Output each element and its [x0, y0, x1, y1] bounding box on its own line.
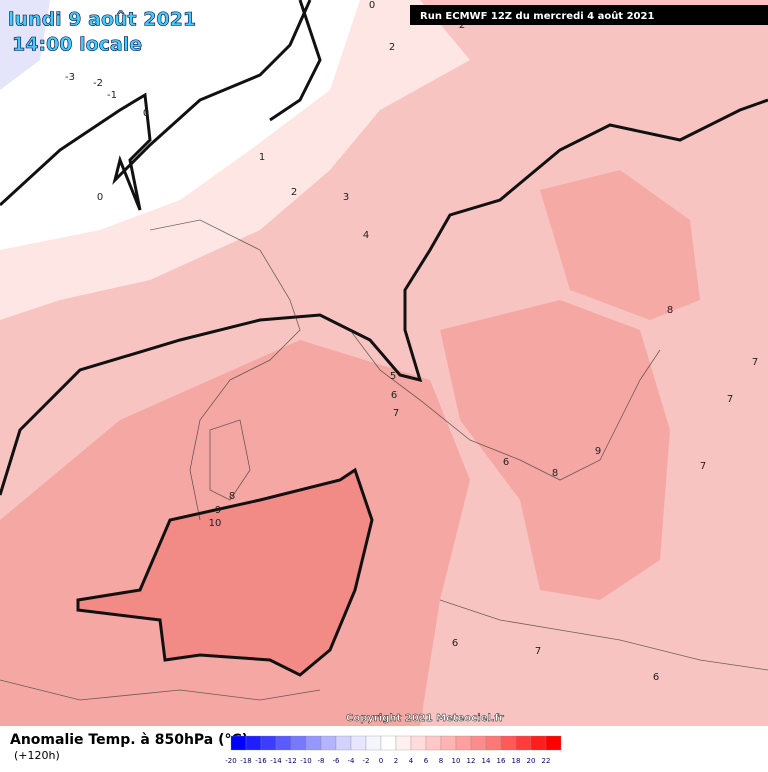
- scale-label: -10: [300, 757, 311, 765]
- scale-swatch: [455, 735, 472, 751]
- time-label: 14:00 locale: [12, 34, 142, 56]
- scale-swatch: [260, 735, 277, 751]
- scale-label: 8: [439, 757, 443, 765]
- scale-swatch: [515, 735, 532, 751]
- scale-label: 4: [409, 757, 414, 765]
- contour-label: 4: [363, 230, 369, 241]
- contour-label: 0: [369, 0, 375, 11]
- scale-label: -8: [318, 757, 325, 765]
- run-box: [410, 5, 768, 25]
- contour-label: 9: [595, 446, 601, 457]
- scale-swatch: [530, 735, 547, 751]
- contour-label: 7: [700, 461, 706, 472]
- scale-swatch: [365, 735, 382, 751]
- scale-swatch: [290, 735, 307, 751]
- contour-label: 1: [259, 152, 265, 163]
- contours: [0, 0, 768, 496]
- scale-swatch: [275, 735, 292, 751]
- scale-label: -12: [285, 757, 296, 765]
- contour-label: 8: [229, 491, 235, 502]
- color-scale: -20 -18 -16 -14 -12 -10 -8 -6 -4 -2 0 2 4 6 8 10 12 14 16 1…: [225, 735, 562, 765]
- contour-label: 7: [535, 646, 541, 657]
- scale-swatch: [500, 735, 517, 751]
- anomaly-zone: [0, 0, 360, 250]
- contour-label: 6: [653, 672, 659, 683]
- scale-swatch: [245, 735, 262, 751]
- run-label: Run ECMWF 12Z du mercredi 4 août 2021: [420, 10, 654, 22]
- scale-label: 6: [424, 757, 429, 765]
- contour-label: -1: [107, 90, 117, 101]
- scale-swatch: [230, 735, 247, 751]
- scale-label: -4: [348, 757, 356, 765]
- scale-label: 18: [512, 757, 521, 765]
- scale-swatch: [425, 735, 442, 751]
- anomaly-zone: [0, 0, 50, 90]
- scale-label: 10: [452, 757, 461, 765]
- scale-label: 0: [379, 757, 383, 765]
- contour-label: 5: [390, 371, 396, 382]
- anomaly-zone: [540, 170, 700, 320]
- anomaly-core: [76, 467, 374, 677]
- scale-label: 20: [527, 757, 536, 765]
- scale-swatch: [395, 735, 412, 751]
- scale-label: -2: [363, 757, 370, 765]
- scale-swatch: [485, 735, 502, 751]
- contour-label: 8: [667, 305, 673, 316]
- contour-label: 3: [343, 192, 349, 203]
- scale-label: 2: [394, 757, 398, 765]
- contour-label: 7: [727, 394, 733, 405]
- scale-label: -20: [225, 757, 236, 765]
- copyright: Copyright 2021 Meteociel.fr: [346, 713, 504, 724]
- scale-label: 16: [497, 757, 506, 765]
- contour-label: 2: [291, 187, 297, 198]
- scale-label: -18: [240, 757, 251, 765]
- contour-label: 7: [393, 408, 399, 419]
- scale-label: 14: [482, 757, 491, 765]
- contour-label: 9: [215, 505, 221, 516]
- contour-label: 0: [97, 192, 103, 203]
- scale-swatch: [335, 735, 352, 751]
- contour-label: 7: [752, 357, 758, 368]
- contour-label: -3: [65, 72, 75, 83]
- scale-label: 12: [467, 757, 476, 765]
- contour-label: 6: [391, 390, 397, 401]
- date-label: lundi 9 août 2021: [8, 9, 196, 31]
- lead-time: (+120h): [14, 749, 60, 762]
- contour-label: -2: [93, 78, 103, 89]
- contour-label: 0: [143, 108, 149, 119]
- contour-label: 10: [209, 518, 222, 529]
- scale-swatch: [545, 735, 562, 751]
- contour-label: 2: [389, 42, 395, 53]
- scale-label: 22: [542, 757, 551, 765]
- scale-label: -6: [333, 757, 341, 765]
- contour-label: 2: [459, 20, 465, 31]
- scale-swatch: [380, 735, 397, 751]
- contour-label: 6: [452, 638, 458, 649]
- contour-label: 6: [503, 457, 509, 468]
- scale-swatch: [320, 735, 337, 751]
- legend-title: Anomalie Temp. à 850hPa (°C): [10, 732, 248, 748]
- anomaly-zone: [440, 300, 670, 600]
- scale-label: -14: [270, 757, 282, 765]
- scale-swatch: [470, 735, 487, 751]
- scale-swatch: [410, 735, 427, 751]
- contour-label: 8: [552, 468, 558, 479]
- scale-swatch: [350, 735, 367, 751]
- scale-swatch: [440, 735, 457, 751]
- coastlines: [0, 219, 768, 701]
- scale-label: -16: [255, 757, 267, 765]
- scale-swatch: [305, 735, 322, 751]
